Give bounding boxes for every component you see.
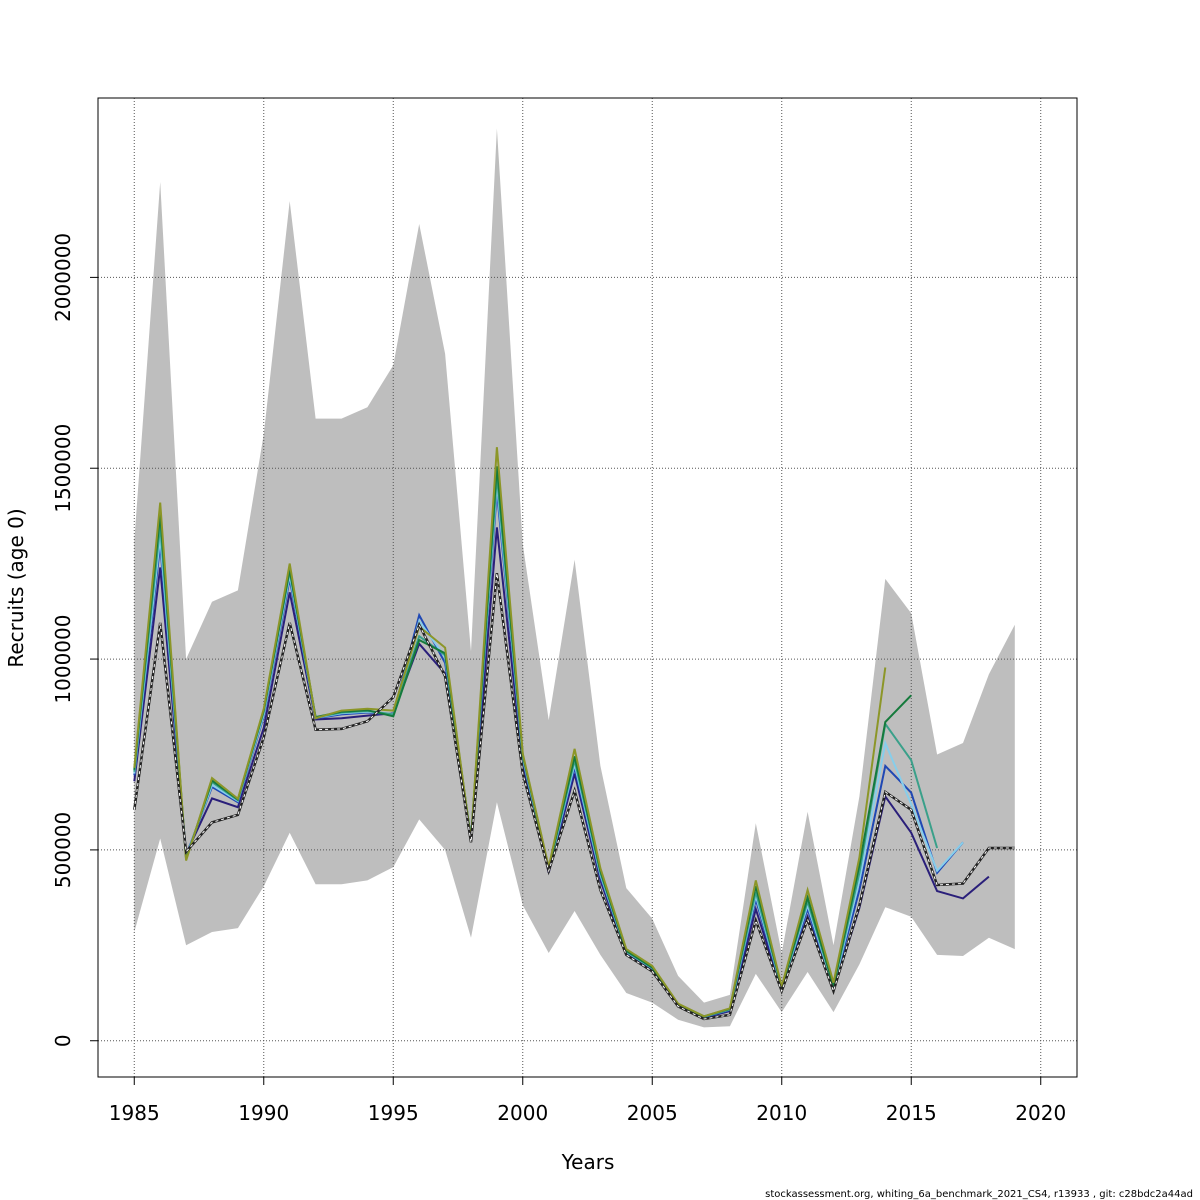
y-tick-label: 0 [51,1034,75,1047]
series-line-5 [133,447,887,1018]
x-tick-label: 2015 [886,1101,937,1125]
x-tick-label: 1990 [238,1101,289,1125]
axis-layer: 1985 1990 1995 2000 2005 2010 2015 2020 0 500000 1… [51,233,1066,1125]
x-tick-label: 1985 [109,1101,160,1125]
x-axis-title: Years [561,1150,615,1174]
grid-layer [98,98,1077,1077]
y-tick-label: 500000 [51,812,75,888]
confidence-band-layer [134,128,1015,1028]
x-tick-label: 1995 [368,1101,419,1125]
x-tick-label: 2020 [1015,1101,1066,1125]
plot-frame [97,97,1078,1078]
confidence-band [134,128,1015,1028]
series-line-6-dash [133,573,1015,1020]
x-tick-label: 2005 [627,1101,678,1125]
y-axis-title: Recruits (age 0) [4,508,28,667]
series-layer [133,447,1015,1021]
x-tick-label: 2000 [497,1101,548,1125]
y-tick-label: 1000000 [51,615,75,704]
x-tick-label: 2010 [756,1101,807,1125]
footer-text: stockassessment.org, whiting_6a_benchmar… [765,1189,1193,1200]
y-tick-label: 1500000 [51,424,75,513]
y-tick-label: 2000000 [51,233,75,322]
